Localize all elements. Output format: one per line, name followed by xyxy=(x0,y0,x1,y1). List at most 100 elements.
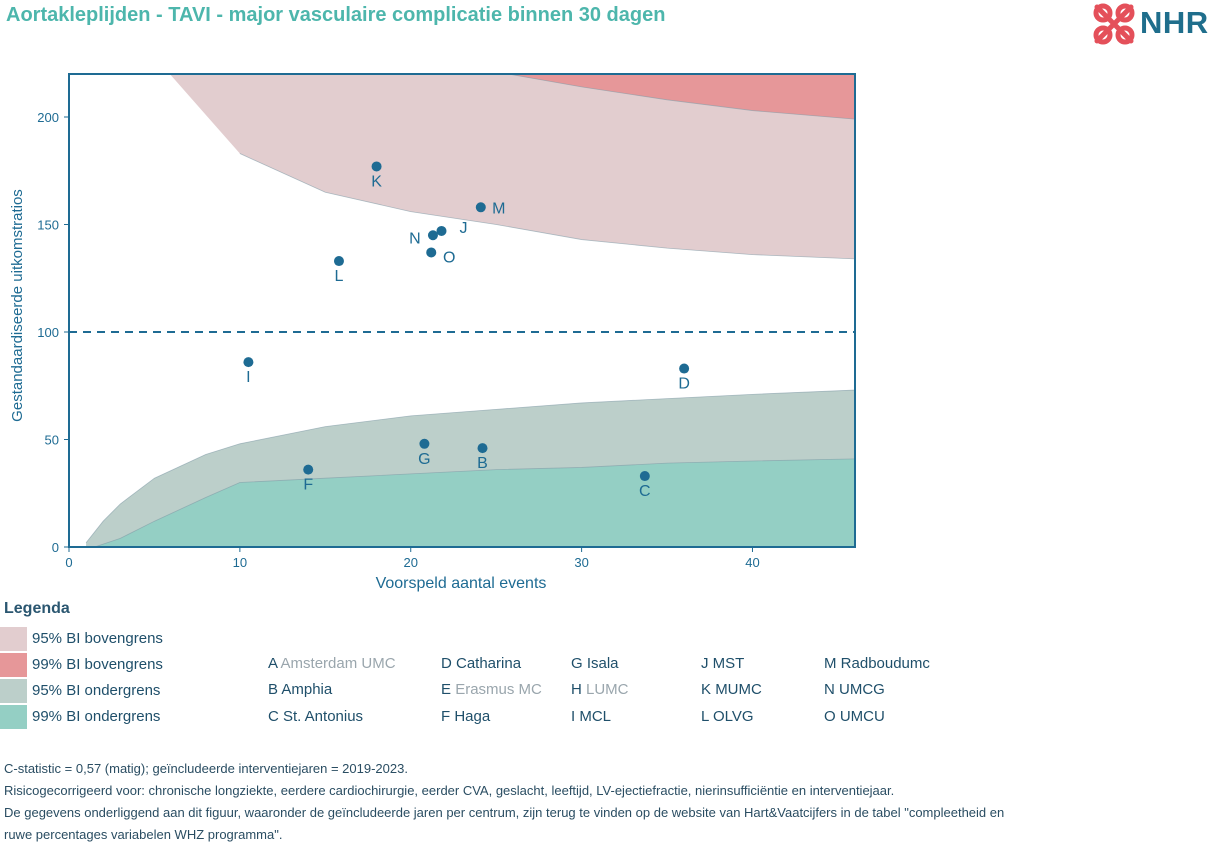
center-name: LUMC xyxy=(586,681,629,698)
point-b xyxy=(477,443,488,454)
legend-center: G Isala xyxy=(571,655,619,672)
page-title: Aortakleplijden - TAVI - major vasculair… xyxy=(6,4,666,26)
center-code: H xyxy=(571,681,586,698)
point-label-f: F xyxy=(303,477,313,494)
footnote-line: C-statistic = 0,57 (matig); geïncludeerd… xyxy=(4,761,408,776)
point-label-d: D xyxy=(678,376,690,393)
footnote-line: De gegevens onderliggend aan dit figuur,… xyxy=(4,805,1005,820)
y-tick-label: 0 xyxy=(52,540,59,555)
y-axis-label: Gestandaardiseerde uitkomstratios xyxy=(9,189,26,422)
center-code: J xyxy=(701,655,713,672)
band-2 xyxy=(508,74,855,120)
legend-center: B Amphia xyxy=(268,681,332,698)
funnel-chart: 0 10 20 30 40 0 50 100 150 200 Voorspeld aantal ev… xyxy=(9,73,856,592)
band-edge-2 xyxy=(508,74,855,120)
center-name: UMCU xyxy=(839,708,885,725)
legend-center: A Amsterdam UMC xyxy=(268,655,396,672)
legend-swatch-label: 99% BI bovengrens xyxy=(32,656,163,673)
point-g xyxy=(419,438,430,449)
center-code: G xyxy=(571,655,587,672)
center-name: Erasmus MC xyxy=(455,681,542,698)
point-m xyxy=(475,202,486,213)
y-tick-label: 50 xyxy=(45,433,59,448)
nhr-logo xyxy=(1093,3,1135,45)
legend-swatch-label: 95% BI bovengrens xyxy=(32,630,163,647)
legend-center: C St. Antonius xyxy=(268,708,363,725)
x-axis-label: Voorspeld aantal events xyxy=(376,575,547,592)
center-code: K xyxy=(701,681,716,698)
point-label-o: O xyxy=(443,249,455,266)
point-o xyxy=(426,247,437,258)
center-code: C xyxy=(268,708,283,725)
point-label-j: J xyxy=(459,220,467,237)
footnote-line: ruwe percentages variabelen WHZ programm… xyxy=(4,827,283,842)
x-tick-label: 30 xyxy=(574,555,588,570)
band-1 xyxy=(169,74,855,259)
x-tick-label: 40 xyxy=(745,555,759,570)
center-code: L xyxy=(701,708,713,725)
legend-center: M Radboudumc xyxy=(824,655,930,672)
point-d xyxy=(679,363,690,374)
point-j xyxy=(436,225,447,236)
footnote-line: Risicogecorrigeerd voor: chronische long… xyxy=(4,783,895,798)
center-name: Haga xyxy=(454,708,491,725)
point-label-i: I xyxy=(246,369,250,386)
legend-center: D Catharina xyxy=(441,655,521,672)
legend-center: O UMCU xyxy=(824,708,885,725)
legend-swatch xyxy=(0,679,27,703)
center-name: Amsterdam UMC xyxy=(280,655,396,672)
legend-center: E Erasmus MC xyxy=(441,681,542,698)
point-label-l: L xyxy=(335,268,344,285)
y-tick-label: 100 xyxy=(37,325,59,340)
center-code: D xyxy=(441,655,456,672)
legend-swatch-row: 99% BI ondergrens xyxy=(0,705,240,729)
center-name: MST xyxy=(712,655,745,672)
legend-swatch xyxy=(0,627,27,651)
point-n xyxy=(427,230,438,241)
point-label-b: B xyxy=(477,455,488,472)
center-code: O xyxy=(824,708,840,725)
center-name: Catharina xyxy=(456,655,522,672)
point-l xyxy=(333,256,344,267)
point-label-g: G xyxy=(418,451,430,468)
center-code: B xyxy=(268,681,282,698)
legend-center: N UMCG xyxy=(824,681,885,698)
point-c xyxy=(639,471,650,482)
center-name: MUMC xyxy=(715,681,762,698)
legend-center: I MCL xyxy=(571,708,611,725)
x-tick-label: 20 xyxy=(404,555,418,570)
band-edge-4 xyxy=(94,458,855,547)
legend-center: H LUMC xyxy=(571,681,629,698)
point-f xyxy=(303,464,314,475)
legend-swatch-row: 99% BI bovengrens xyxy=(0,653,240,677)
nhr-heart-cross-icon xyxy=(1093,3,1135,45)
legend-swatch-row: 95% BI bovengrens xyxy=(0,627,240,651)
legend-swatch xyxy=(0,653,27,677)
center-code: M xyxy=(824,655,841,672)
center-name: Isala xyxy=(586,655,619,672)
legend-swatch-row: 95% BI ondergrens xyxy=(0,679,240,703)
center-code: F xyxy=(441,708,455,725)
legend-center: J MST xyxy=(701,655,744,672)
center-code: A xyxy=(268,655,281,672)
legend-swatch-label: 95% BI ondergrens xyxy=(32,682,161,699)
y-tick-label: 200 xyxy=(37,110,59,125)
band-4 xyxy=(94,458,855,547)
legend-center: L OLVG xyxy=(701,708,754,725)
legend-swatch xyxy=(0,705,27,729)
center-code: E xyxy=(441,681,456,698)
legend-swatch-label: 99% BI ondergrens xyxy=(32,708,161,725)
center-name: St. Antonius xyxy=(283,708,364,725)
legend-title: Legenda xyxy=(4,600,70,617)
legend-center: K MUMC xyxy=(701,681,762,698)
legend-center: F Haga xyxy=(441,708,490,725)
point-label-n: N xyxy=(409,230,421,247)
x-tick-label: 0 xyxy=(65,555,72,570)
point-label-k: K xyxy=(371,173,382,190)
point-label-m: M xyxy=(492,200,505,217)
plot-frame xyxy=(68,73,856,548)
center-name: UMCG xyxy=(839,681,885,698)
center-code: I xyxy=(571,708,580,725)
point-i xyxy=(243,357,254,368)
point-label-c: C xyxy=(639,483,651,500)
